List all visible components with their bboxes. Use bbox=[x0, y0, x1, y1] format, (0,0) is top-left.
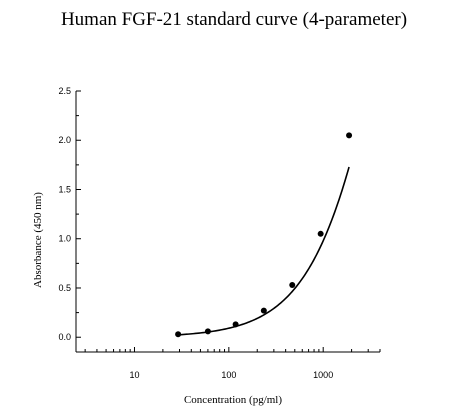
x-tick-label: 100 bbox=[221, 370, 236, 380]
y-tick-label: 2.0 bbox=[58, 135, 71, 145]
x-tick-label: 1000 bbox=[313, 370, 333, 380]
y-tick-label: 0.0 bbox=[58, 332, 71, 342]
data-point bbox=[346, 132, 353, 139]
data-point bbox=[317, 230, 324, 237]
data-point bbox=[175, 331, 182, 338]
data-point bbox=[232, 321, 239, 328]
data-point bbox=[260, 307, 267, 314]
data-point bbox=[204, 328, 211, 335]
y-tick-label: 1.5 bbox=[58, 184, 71, 194]
chart-title: Human FGF-21 standard curve (4-parameter… bbox=[61, 9, 407, 30]
y-tick-label: 1.0 bbox=[58, 234, 71, 244]
y-tick-label: 0.5 bbox=[58, 283, 71, 293]
data-point bbox=[289, 282, 296, 289]
x-axis-label: Concentration (pg/ml) bbox=[184, 394, 282, 406]
y-tick-label: 2.5 bbox=[58, 86, 71, 96]
x-tick-label: 10 bbox=[129, 370, 139, 380]
data-points bbox=[175, 132, 353, 338]
y-axis-label: Absorbance (450 nm) bbox=[32, 192, 44, 288]
axes: 0.0 0.5 1.0 1.5 2.0 2.5 10 100 1000 bbox=[58, 86, 381, 380]
